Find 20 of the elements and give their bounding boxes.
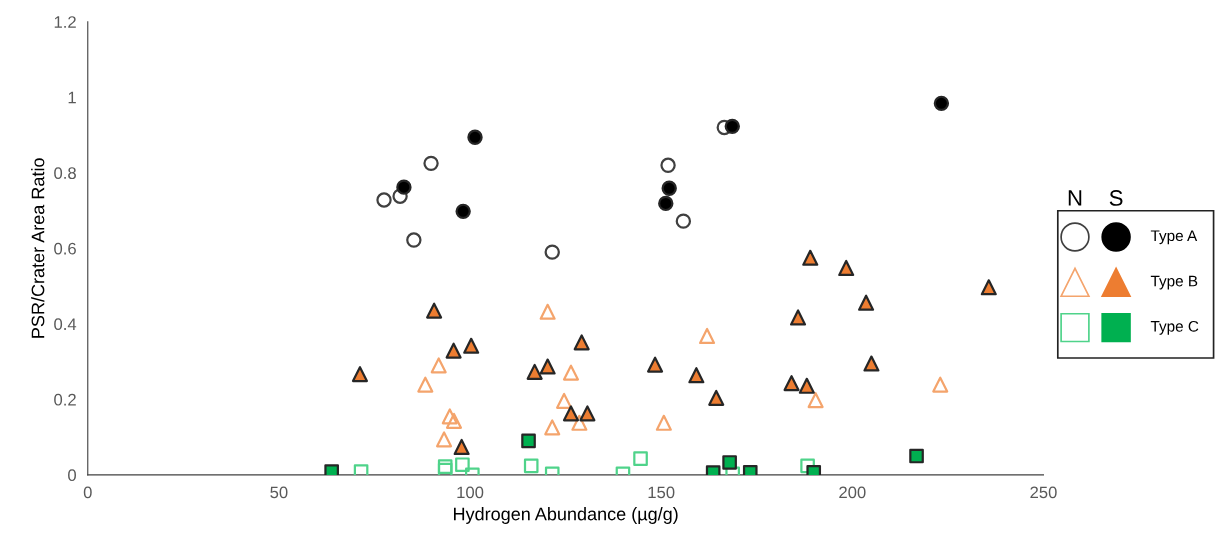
y-tick-label: 1 — [68, 91, 76, 104]
y-axis-title: PSR/Crater Area Ratio — [31, 158, 45, 338]
text: Type B — [1150, 275, 1198, 290]
x-tick-label: 100 — [457, 486, 484, 499]
y-tick-label: 0.4 — [54, 318, 77, 331]
x-tick-label: 0 — [83, 486, 92, 499]
x-tick-label: 200 — [839, 486, 866, 499]
y-tick-label: 1.2 — [54, 16, 76, 28]
x-tick-label: 50 — [270, 486, 288, 499]
y-tick-label: 0.2 — [54, 393, 76, 406]
x-axis-title: Hydrogen Abundance (µg/g) — [454, 507, 678, 524]
x-tick-label: 250 — [1030, 486, 1057, 499]
y-tick-label: 0.8 — [54, 167, 76, 180]
text: N — [1068, 190, 1082, 206]
y-tick-label: 0.6 — [54, 242, 76, 255]
text: S — [1109, 190, 1123, 206]
text: Type C — [1150, 320, 1199, 335]
text: Type A — [1150, 230, 1198, 245]
y-tick-label: 0 — [68, 469, 77, 482]
x-tick-label: 150 — [648, 486, 675, 499]
